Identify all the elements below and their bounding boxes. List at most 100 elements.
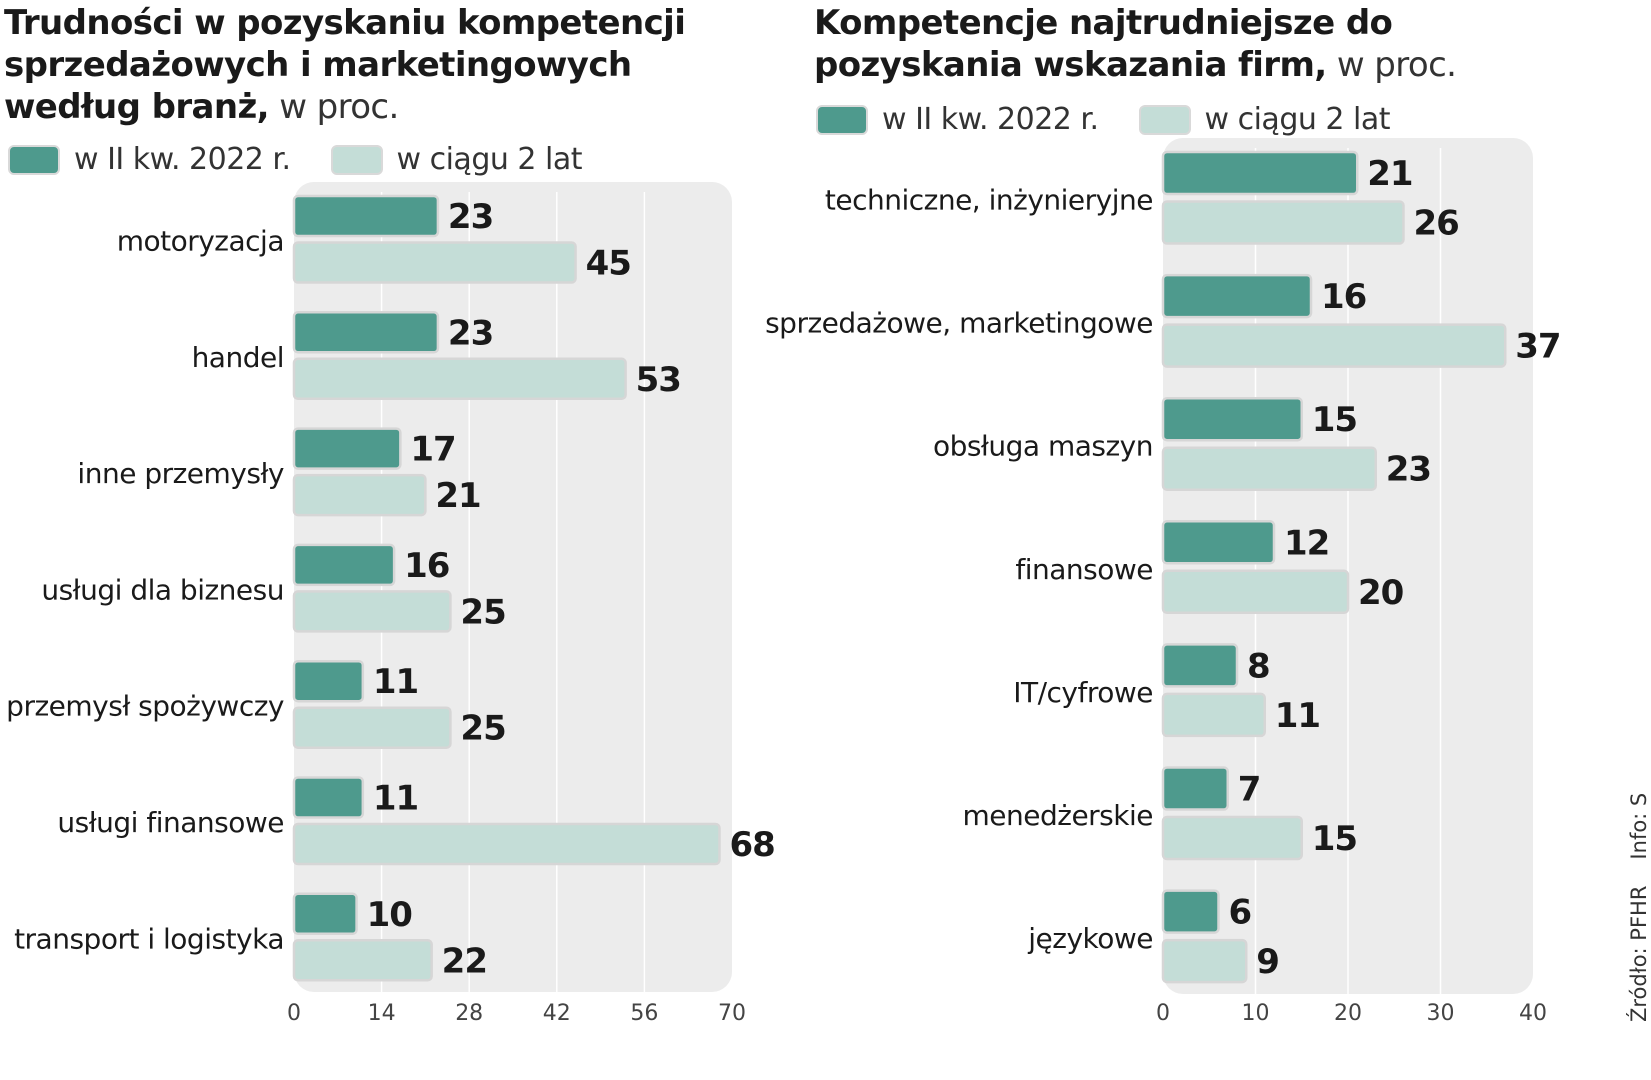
category-label: IT/cyfrowe	[1013, 676, 1153, 709]
chart-title: Kompetencje najtrudniejsze do pozyskania…	[814, 2, 1594, 86]
chart-legend: w II kw. 2022 r. w ciągu 2 lat	[816, 102, 1430, 137]
category-label: transport i logistyka	[14, 922, 284, 955]
legend-swatch-current	[8, 144, 60, 175]
bar-two-years	[292, 241, 577, 284]
data-label: 25	[460, 592, 505, 632]
data-label: 12	[1284, 523, 1329, 563]
bar-two-years	[1161, 323, 1507, 368]
bar-two-years	[1161, 569, 1350, 615]
bar-two-years	[292, 357, 627, 401]
chart-title: Trudności w pozyskaniu kompetencji sprze…	[4, 2, 764, 128]
bar-current	[292, 659, 365, 703]
chart-title-text: Trudności w pozyskaniu kompetencji sprze…	[4, 3, 686, 127]
data-label: 37	[1515, 327, 1560, 367]
data-label: 20	[1358, 573, 1404, 613]
data-label: 16	[1321, 277, 1366, 317]
category-label: inne przemysły	[77, 457, 284, 490]
data-label: 17	[410, 430, 455, 470]
legend-swatch-current	[816, 104, 868, 135]
data-label: 23	[448, 197, 493, 237]
category-label: techniczne, inżynieryjne	[825, 184, 1153, 217]
source-credit: Źródło: PFHR Info: S	[1627, 793, 1651, 1022]
category-label: obsługa maszyn	[933, 430, 1153, 463]
legend-label-current: w II kw. 2022 r.	[74, 142, 291, 177]
legend-label-two-years: w ciągu 2 lat	[1204, 102, 1391, 137]
category-label: motoryzacja	[117, 225, 284, 258]
bar-two-years	[1161, 200, 1405, 245]
bar-current	[1161, 643, 1239, 688]
data-label: 23	[448, 313, 493, 353]
bar-two-years	[292, 706, 452, 749]
bar-chart-industries: 0 14 28 42 56 70 23 45 motoryzacja 23 53 handel 17 21…	[6, 182, 776, 1026]
category-label: handel	[192, 341, 284, 374]
data-label: 11	[373, 662, 418, 702]
data-label: 11	[373, 779, 418, 819]
data-label: 26	[1414, 204, 1459, 244]
x-tick-label: 30	[1427, 1001, 1455, 1026]
bar-two-years	[1161, 446, 1377, 491]
data-label: 15	[1312, 819, 1357, 859]
bar-current	[1161, 150, 1359, 196]
bar-two-years	[1161, 938, 1248, 984]
data-label: 53	[636, 360, 681, 400]
data-label: 23	[1386, 450, 1431, 490]
data-label: 22	[442, 941, 487, 981]
bar-current	[292, 543, 396, 587]
data-label: 21	[1367, 154, 1412, 194]
x-tick-label: 0	[287, 1001, 301, 1026]
data-label: 11	[1275, 696, 1320, 736]
x-tick-label: 14	[368, 1001, 396, 1026]
data-label: 8	[1247, 646, 1270, 686]
data-label: 16	[404, 546, 449, 586]
data-label: 25	[460, 709, 505, 749]
data-label: 9	[1256, 942, 1279, 982]
chart-legend: w II kw. 2022 r. w ciągu 2 lat	[8, 142, 622, 177]
bar-two-years	[292, 939, 433, 982]
data-label: 7	[1238, 770, 1261, 810]
legend-item-two-years: w ciągu 2 lat	[330, 142, 583, 177]
x-tick-label: 28	[455, 1001, 483, 1026]
legend-swatch-two-years	[330, 144, 383, 175]
bar-current	[1161, 766, 1229, 811]
chart-panel-industries: Trudności w pozyskaniu kompetencji sprze…	[0, 0, 800, 1080]
bar-two-years	[1161, 692, 1266, 738]
data-label: 45	[586, 244, 631, 284]
legend-label-two-years: w ciągu 2 lat	[396, 142, 583, 177]
bar-two-years	[292, 590, 452, 633]
category-label: sprzedażowe, marketingowe	[765, 307, 1153, 340]
x-tick-label: 20	[1334, 1001, 1362, 1026]
category-label: usługi dla biznesu	[41, 573, 284, 606]
data-label: 10	[367, 895, 413, 935]
x-tick-label: 10	[1242, 1001, 1270, 1026]
legend-label-current: w II kw. 2022 r.	[882, 102, 1099, 137]
category-label: językowe	[1027, 922, 1153, 955]
category-label: przemysł spożywczy	[6, 690, 284, 723]
bar-current	[292, 892, 358, 936]
bar-two-years	[292, 473, 427, 517]
bar-two-years	[1161, 815, 1303, 861]
bar-current	[292, 311, 440, 354]
bar-current	[1161, 889, 1220, 934]
bar-two-years	[292, 822, 721, 866]
x-tick-label: 70	[718, 1001, 746, 1026]
info-credit: Info: S	[1627, 792, 1651, 860]
data-label: 6	[1229, 893, 1252, 933]
data-label: 21	[435, 476, 480, 516]
bar-current	[292, 194, 440, 238]
bar-current	[292, 427, 402, 470]
bar-current	[292, 776, 365, 819]
chart-panel-competences: Kompetencje najtrudniejsze do pozyskania…	[810, 0, 1610, 1080]
bar-current	[1161, 273, 1313, 319]
data-label: 15	[1312, 400, 1357, 440]
chart-title-text: Kompetencje najtrudniejsze do pozyskania…	[814, 3, 1393, 85]
x-tick-label: 56	[630, 1001, 658, 1026]
category-label: menedżerskie	[963, 799, 1154, 832]
x-tick-label: 42	[543, 1001, 571, 1026]
legend-item-current: w II kw. 2022 r.	[8, 142, 291, 177]
category-label: usługi finansowe	[57, 806, 284, 839]
x-tick-label: 0	[1156, 1001, 1170, 1026]
legend-swatch-two-years	[1138, 104, 1191, 135]
data-label: 68	[729, 825, 774, 865]
legend-item-two-years: w ciągu 2 lat	[1138, 102, 1391, 137]
